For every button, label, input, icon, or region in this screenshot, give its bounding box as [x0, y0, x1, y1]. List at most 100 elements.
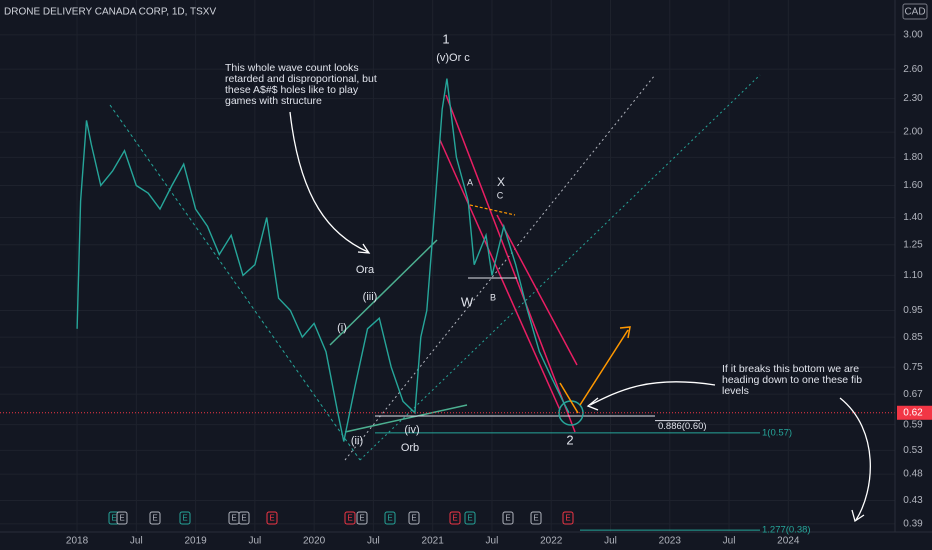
channel-line	[469, 204, 516, 216]
chart-title: DRONE DELIVERY CANADA CORP, 1D, TSXV	[4, 7, 216, 18]
arrow	[579, 326, 631, 406]
last-price-tag	[897, 405, 932, 420]
y-tick-label: 0.39	[903, 519, 923, 530]
event-icon	[449, 511, 461, 525]
wave-label: W	[461, 294, 474, 309]
event-icon	[562, 511, 574, 525]
event-label: E	[111, 514, 116, 523]
event-icon	[266, 511, 278, 525]
x-tick-label: Jul	[248, 536, 261, 547]
x-tick-label: 2018	[66, 536, 89, 547]
x-tick-label: 2023	[659, 536, 682, 547]
wave-label: C	[497, 190, 504, 200]
event-icon	[502, 511, 514, 525]
plot	[0, 78, 895, 531]
channel-line	[496, 214, 578, 366]
wave-label: (iii)	[363, 291, 378, 303]
wave-label: Orb	[401, 442, 419, 454]
event-label: E	[241, 514, 246, 523]
event-icon	[344, 511, 356, 525]
trend-line	[109, 104, 361, 461]
event-label: E	[452, 514, 457, 523]
wave-label: (ii)	[351, 435, 363, 447]
trend-line	[344, 74, 656, 461]
last-price-label: 0.62	[903, 407, 923, 418]
event-label: E	[411, 514, 416, 523]
event-icon	[116, 511, 128, 525]
y-tick-label: 0.59	[903, 419, 923, 430]
y-tick-label: 1.10	[903, 270, 923, 281]
event-icon	[464, 511, 476, 525]
wave-label: 2	[566, 432, 573, 447]
x-tick-label: 2020	[303, 536, 326, 547]
y-tick-label: 0.95	[903, 305, 923, 316]
note-line: retarded and disproportional, but	[225, 73, 377, 85]
event-label: E	[359, 514, 364, 523]
x-tick-label: Jul	[367, 536, 380, 547]
fib-label: 0.886(0.60)	[658, 421, 707, 432]
drawings	[109, 74, 871, 523]
event-label: E	[533, 514, 538, 523]
wave-label: 1	[442, 31, 449, 46]
wave-label: (v)Or c	[436, 52, 470, 64]
channel-line	[439, 139, 561, 411]
event-label: E	[182, 514, 187, 523]
x-tick-label: Jul	[130, 536, 143, 547]
event-icon	[179, 511, 191, 525]
currency-label: CAD	[904, 7, 925, 18]
fib-label: 1(0.57)	[762, 427, 792, 438]
arrow	[289, 111, 371, 254]
event-label: E	[269, 514, 274, 523]
grid	[0, 0, 895, 532]
y-tick-label: 2.00	[903, 127, 923, 138]
y-tick-label: 1.80	[903, 152, 923, 163]
y-tick-label: 2.30	[903, 93, 923, 104]
wave-label: X	[497, 175, 505, 189]
currency-box	[902, 3, 928, 20]
event-label: E	[467, 514, 472, 523]
overlay: 3.00 2.60 2.30 2.00 1.80 1.60 1.40 1.25 1.10 0.95…	[66, 30, 932, 547]
wave-label: (iv)	[404, 424, 419, 436]
x-tick-label: 2024	[777, 536, 800, 547]
x-tick-label: Jul	[723, 536, 736, 547]
y-tick-label: 0.53	[903, 445, 923, 456]
y-tick-label: 1.60	[903, 180, 923, 191]
price-axis	[895, 0, 932, 550]
note-line: these A$#$ holes like to play	[225, 84, 359, 96]
y-tick-label: 0.75	[903, 362, 923, 373]
note-line: If it breaks this bottom we are	[722, 363, 859, 375]
arrow	[559, 382, 579, 414]
arrow	[586, 381, 716, 411]
y-tick-label: 1.25	[903, 239, 923, 250]
event-label: E	[347, 514, 352, 523]
note-line: games with structure	[225, 95, 322, 107]
x-tick-label: Jul	[604, 536, 617, 547]
wave-label: B	[490, 292, 496, 302]
y-tick-label: 0.67	[903, 389, 923, 400]
x-tick-label: 2022	[540, 536, 563, 547]
event-icon	[384, 511, 396, 525]
note-line: levels	[722, 385, 749, 397]
wave-label: (i)	[337, 322, 347, 334]
y-tick-label: 0.48	[903, 469, 923, 480]
event-icon	[408, 511, 420, 525]
event-icon	[530, 511, 542, 525]
x-tick-label: 2021	[422, 536, 445, 547]
event-label: E	[231, 514, 236, 523]
arrow	[839, 397, 871, 523]
y-tick-label: 3.00	[903, 30, 923, 41]
event-icon	[149, 511, 161, 525]
y-tick-label: 0.85	[903, 332, 923, 343]
trend-line	[329, 239, 438, 346]
note-line: heading down to one these fib	[722, 374, 862, 386]
event-label: E	[505, 514, 510, 523]
trend-line	[344, 404, 468, 433]
wave-label: A	[467, 177, 473, 187]
y-tick-label: 1.40	[903, 212, 923, 223]
event-label: E	[152, 514, 157, 523]
x-tick-label: 2019	[184, 536, 207, 547]
event-label: E	[119, 514, 124, 523]
wave-label: Ora	[356, 264, 375, 276]
